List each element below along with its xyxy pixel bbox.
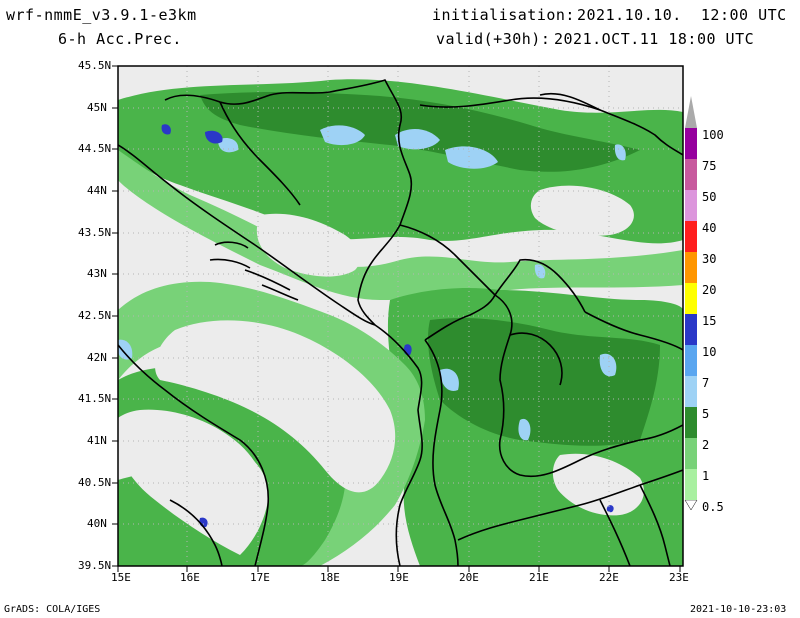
lat-label: 40.5N bbox=[78, 476, 112, 489]
lon-label: 22E bbox=[599, 571, 619, 584]
legend-label: 15 bbox=[702, 314, 717, 328]
high-precip-patches bbox=[118, 125, 626, 441]
lon-label: 15E bbox=[111, 571, 131, 584]
lon-label: 16E bbox=[180, 571, 200, 584]
lon-label: 19E bbox=[389, 571, 409, 584]
legend-label: 30 bbox=[702, 252, 717, 266]
legend-label: 7 bbox=[702, 376, 710, 390]
legend-swatch bbox=[685, 469, 697, 500]
precip-fields bbox=[118, 79, 683, 566]
lat-label: 45.5N bbox=[78, 59, 112, 72]
legend-swatch bbox=[685, 283, 697, 314]
lat-label: 41.5N bbox=[78, 392, 112, 405]
field-title: 6-h Acc.Prec. bbox=[58, 30, 182, 48]
legend-swatch bbox=[685, 314, 697, 345]
lat-label: 43.5N bbox=[78, 226, 112, 239]
valid-label: valid(+30h): bbox=[436, 30, 551, 48]
legend-lower-triangle bbox=[684, 499, 698, 511]
color-legend bbox=[684, 96, 698, 511]
model-title: wrf-nmmE_v3.9.1-e3km bbox=[6, 6, 197, 24]
legend-label: 75 bbox=[702, 159, 717, 173]
lon-label: 21E bbox=[529, 571, 549, 584]
legend-upper-triangle bbox=[685, 96, 697, 128]
legend-label: 2 bbox=[702, 438, 710, 452]
legend-swatch bbox=[685, 376, 697, 407]
lon-label: 20E bbox=[459, 571, 479, 584]
very-high-precip-cores bbox=[161, 124, 614, 528]
legend-label: 0.5 bbox=[702, 500, 724, 514]
legend-swatch bbox=[685, 438, 697, 469]
lat-label: 41N bbox=[87, 434, 107, 447]
lat-label: 42.5N bbox=[78, 309, 112, 322]
legend-label: 100 bbox=[702, 128, 724, 142]
lon-label: 17E bbox=[250, 571, 270, 584]
legend-label: 50 bbox=[702, 190, 717, 204]
lat-label: 40N bbox=[87, 517, 107, 530]
init-label: initialisation: bbox=[432, 6, 575, 24]
lat-label: 39.5N bbox=[78, 559, 112, 572]
lat-label: 45N bbox=[87, 101, 107, 114]
lat-label: 44N bbox=[87, 184, 107, 197]
legend-label: 20 bbox=[702, 283, 717, 297]
legend-swatch bbox=[685, 407, 697, 438]
valid-value: 2021.OCT.11 18:00 UTC bbox=[554, 30, 755, 48]
legend-swatch bbox=[685, 252, 697, 283]
legend-swatch bbox=[685, 221, 697, 252]
axis-ticks bbox=[112, 65, 681, 572]
lon-label: 18E bbox=[320, 571, 340, 584]
legend-swatch bbox=[685, 159, 697, 190]
lat-label: 44.5N bbox=[78, 142, 112, 155]
legend-swatch bbox=[685, 128, 697, 159]
init-value: 2021.10.10. 12:00 UTC bbox=[577, 6, 787, 24]
timestamp-text: 2021-10-10-23:03 bbox=[690, 604, 787, 615]
lon-label: 23E bbox=[669, 571, 689, 584]
lat-label: 42N bbox=[87, 351, 107, 364]
lat-label: 43N bbox=[87, 267, 107, 280]
legend-label: 1 bbox=[702, 469, 710, 483]
legend-swatch bbox=[685, 345, 697, 376]
legend-label: 40 bbox=[702, 221, 717, 235]
coastlines-borders bbox=[118, 79, 683, 566]
legend-label: 10 bbox=[702, 345, 717, 359]
legend-swatch bbox=[685, 190, 697, 221]
credit-text: GrADS: COLA/IGES bbox=[4, 604, 101, 615]
legend-label: 5 bbox=[702, 407, 710, 421]
